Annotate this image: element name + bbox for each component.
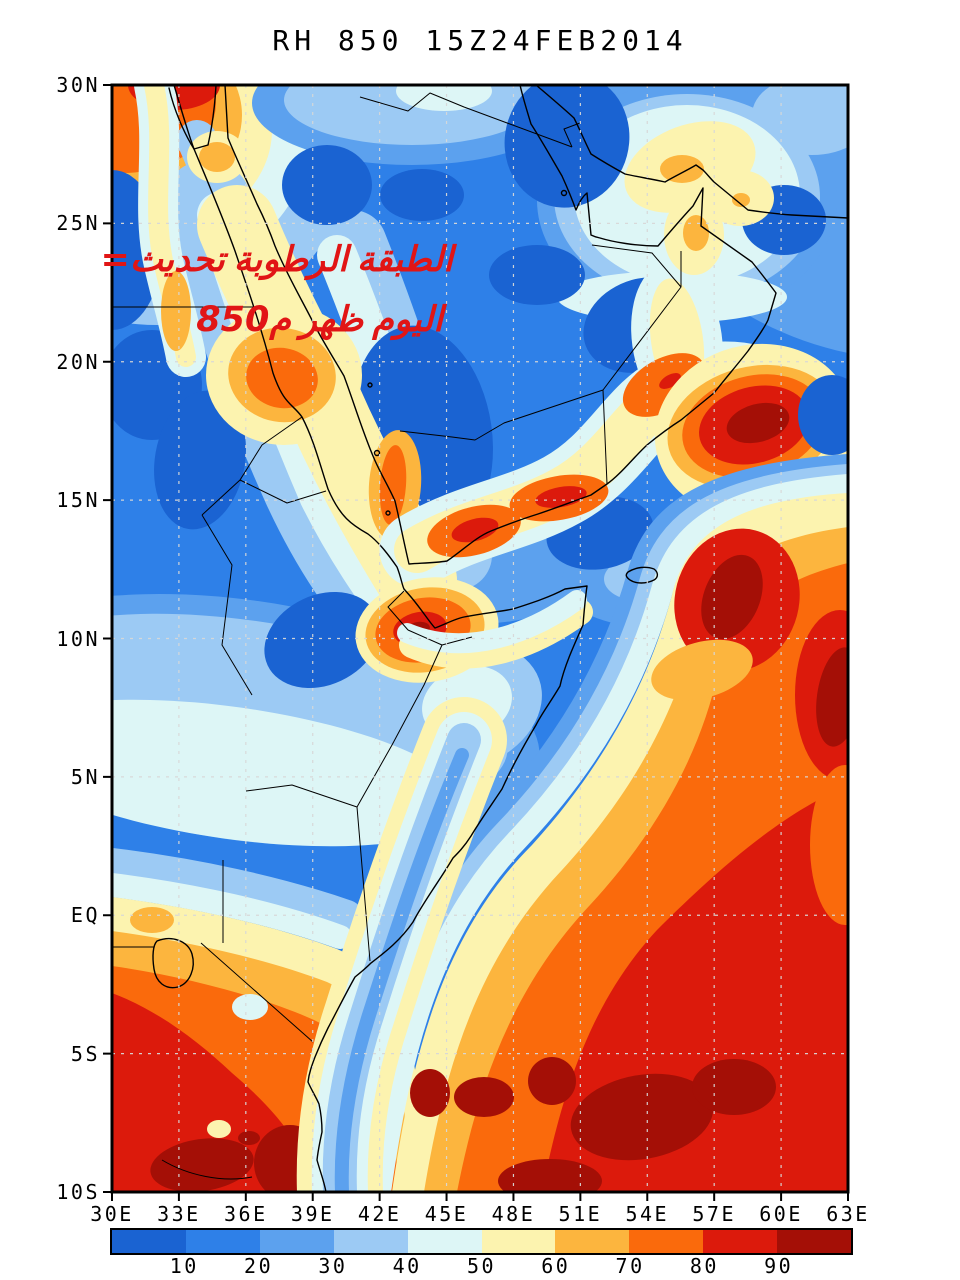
lat-tick-label: EQ	[70, 903, 100, 928]
colorbar-label: 90	[764, 1254, 794, 1278]
colorbar-label: 70	[615, 1254, 645, 1278]
colorbar-segment	[777, 1230, 852, 1253]
lat-tick-label: 15N	[56, 488, 100, 513]
gridline-layer	[112, 85, 848, 1192]
annotation-word: الطبقة	[356, 240, 453, 280]
colorbar-segment	[703, 1230, 778, 1253]
map-annotation-text: =تحديث الرطوبة الطبقة 850م ظهر اليوم	[92, 230, 453, 350]
field-redsea-arc	[134, 85, 470, 635]
field-somali-coast-strips	[397, 590, 593, 669]
colorbar-label: 30	[318, 1254, 348, 1278]
lon-tick-label: 36E	[224, 1202, 268, 1226]
lat-tick-label: 25N	[56, 211, 100, 236]
annotation-word: 850م	[196, 300, 291, 340]
lon-tick-label: 30E	[90, 1202, 134, 1226]
colorbar-label: 60	[541, 1254, 571, 1278]
lat-tick-label: 30N	[56, 73, 100, 97]
axis-ticks	[103, 84, 849, 1201]
lat-tick-label: 10N	[56, 626, 100, 651]
lon-tick-label: 42E	[357, 1202, 402, 1226]
lon-tick-label: 39E	[290, 1202, 335, 1226]
colorbar-segment	[629, 1230, 704, 1253]
colorbar-segment	[185, 1230, 260, 1253]
colorbar-label: 40	[392, 1254, 422, 1278]
field-coastal-dry-tongue	[296, 697, 507, 1192]
border-layer	[112, 92, 682, 1180]
colorbar-segment	[112, 1230, 186, 1253]
lat-tick-label: 5S	[70, 1041, 100, 1066]
colorbar-segment	[407, 1230, 482, 1253]
lat-tick-label: 20N	[56, 349, 100, 374]
annotation-word: الرطوبة	[233, 240, 348, 280]
page-title: RH 850 15Z24FEB2014	[272, 24, 688, 57]
lat-tick-label: 5N	[70, 764, 100, 789]
colorbar-label: 50	[466, 1254, 497, 1278]
lon-tick-label: 48E	[491, 1202, 536, 1226]
annotation-line-2: 850م ظهر اليوم	[92, 290, 443, 350]
lon-tick-label: 45E	[424, 1202, 469, 1226]
annotation-word: ظهر	[299, 300, 364, 340]
colorbar-segment	[481, 1230, 556, 1253]
lon-tick-label: 54E	[625, 1202, 670, 1226]
lon-tick-label: 57E	[692, 1202, 736, 1226]
lon-tick-label: 51E	[558, 1202, 603, 1226]
lon-tick-label: 33E	[157, 1202, 201, 1226]
colorbar-label: 80	[689, 1254, 719, 1278]
annotation-line-1: =تحديث الرطوبة الطبقة	[92, 230, 453, 290]
colorbar	[110, 1228, 853, 1255]
rh-field-layer	[112, 85, 848, 1192]
colorbar-label: 10	[169, 1254, 199, 1278]
map-frame-layer	[103, 83, 850, 1201]
lon-tick-label: 60E	[759, 1202, 803, 1226]
colorbar-label: 20	[244, 1254, 274, 1278]
colorbar-segment	[555, 1230, 630, 1253]
colorbar-segment	[259, 1230, 334, 1253]
annotation-word: اليوم	[372, 300, 443, 340]
lon-tick-label: 63E	[826, 1202, 870, 1226]
lat-tick-label: 10S	[56, 1180, 100, 1204]
annotation-word: =تحديث	[100, 240, 225, 280]
colorbar-segment	[333, 1230, 408, 1253]
